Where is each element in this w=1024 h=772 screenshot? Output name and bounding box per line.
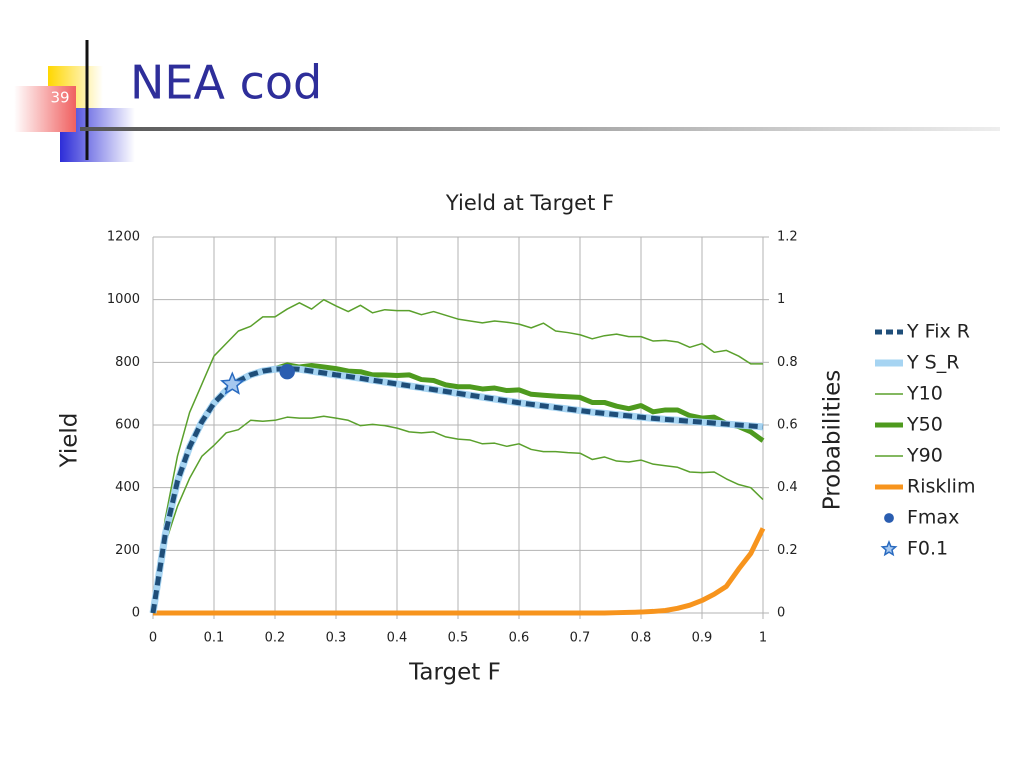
series-line xyxy=(152,298,763,614)
slide-number: 39 xyxy=(50,89,69,107)
deco-hline xyxy=(80,127,1000,131)
series-line xyxy=(153,527,766,616)
point-marker xyxy=(279,364,295,380)
y2-tick-label: 0.6 xyxy=(777,418,798,433)
point-marker xyxy=(884,513,894,523)
series-line xyxy=(152,415,764,614)
chart-title: Yield at Target F xyxy=(445,191,614,215)
y2-tick-label: 0.8 xyxy=(777,355,798,370)
y-axis-title: Yield xyxy=(57,413,83,469)
x-tick-label: 0.1 xyxy=(204,631,225,646)
point-marker xyxy=(880,540,898,557)
point-marker xyxy=(219,371,245,395)
x-tick-label: 0 xyxy=(149,631,157,646)
legend-label: Y S_R xyxy=(906,352,959,374)
y-tick-label: 400 xyxy=(115,480,140,495)
legend-label: Fmax xyxy=(907,507,959,529)
y2-tick-label: 1 xyxy=(777,292,785,307)
x-tick-label: 0.4 xyxy=(387,631,408,646)
y2-tick-label: 0 xyxy=(777,606,785,621)
slide-title: NEA cod xyxy=(130,56,322,110)
legend-label: Y10 xyxy=(906,383,943,405)
legend-label: Y50 xyxy=(906,414,943,436)
y-tick-label: 600 xyxy=(115,418,140,433)
y-tick-label: 0 xyxy=(132,606,140,621)
y2-tick-label: 0.4 xyxy=(777,480,798,495)
x-tick-label: 0.7 xyxy=(570,631,591,646)
y-tick-label: 1000 xyxy=(107,292,140,307)
legend-label: Y Fix R xyxy=(906,321,970,343)
y-tick-label: 200 xyxy=(115,543,140,558)
legend-label: Risklim xyxy=(907,476,975,498)
x-tick-label: 0.3 xyxy=(326,631,347,646)
x-tick-label: 0.6 xyxy=(509,631,530,646)
series-line xyxy=(150,366,764,614)
x-tick-label: 0.8 xyxy=(631,631,652,646)
y-tick-label: 1200 xyxy=(107,230,140,245)
y-tick-label: 800 xyxy=(115,355,140,370)
x-tick-label: 0.2 xyxy=(265,631,286,646)
legend-label: F0.1 xyxy=(907,538,948,560)
deco-red xyxy=(14,86,76,132)
legend-label: Y90 xyxy=(906,445,943,467)
y2-tick-label: 0.2 xyxy=(777,543,798,558)
y2-axis-title: Probabilities xyxy=(820,370,846,511)
x-tick-label: 0.5 xyxy=(448,631,469,646)
y2-tick-label: 1.2 xyxy=(777,230,798,245)
x-axis-title: Target F xyxy=(408,660,501,686)
x-tick-label: 0.9 xyxy=(692,631,713,646)
x-tick-label: 1 xyxy=(759,631,767,646)
